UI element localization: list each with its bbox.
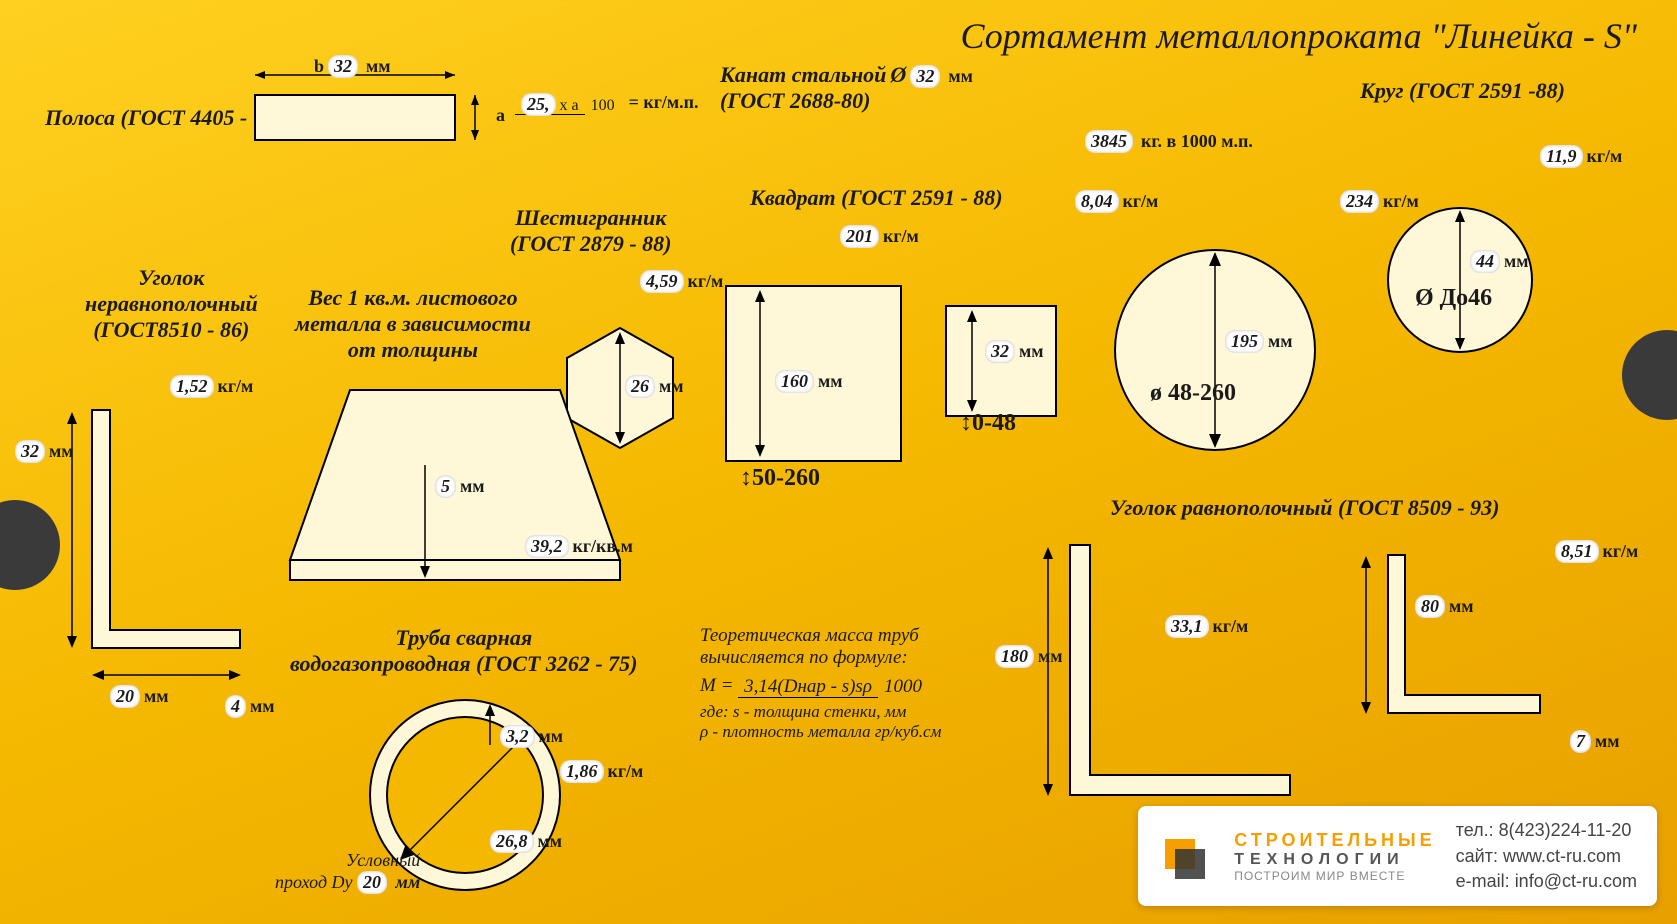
angle-eq-big-h: 180мм	[995, 645, 1063, 668]
sheet-t: 5мм	[435, 475, 485, 498]
square-w1: 8,04кг/м	[1075, 190, 1158, 213]
angle-uneq-shape	[50, 400, 270, 700]
rope-section: Канат стальной Ø 32 мм (ГОСТ 2688-80)	[720, 62, 973, 114]
strip-b: b 32 мм	[310, 55, 391, 78]
round-small-dim: 44мм	[1470, 250, 1529, 273]
square-label: Квадрат (ГОСТ 2591 - 88)	[750, 185, 1003, 211]
hex-w: 4,59кг/м	[640, 270, 723, 293]
angle-uneq-h: 32мм	[15, 440, 74, 463]
strip-label: Полоса (ГОСТ 4405 - 75)	[45, 105, 282, 131]
strip-formula: 25, x a100 = кг/м.п.	[515, 92, 699, 116]
angle-eq-small-shape	[1350, 545, 1560, 745]
angle-uneq-label: Уголок неравнополочный (ГОСТ8510 - 86)	[85, 265, 258, 343]
angle-eq-big-shape	[1030, 535, 1310, 835]
pipe-w: 1,86кг/м	[560, 760, 643, 783]
angle-uneq-b: 20мм	[110, 685, 169, 708]
angle-uneq-t: 4мм	[225, 695, 275, 718]
footer-contacts: тел.: 8(423)224-11-20 сайт: www.ct-ru.co…	[1456, 818, 1637, 894]
hole-right	[1622, 330, 1677, 420]
hex-dim: 26мм	[625, 375, 684, 398]
square-small-range: ↕0-48	[960, 410, 1016, 437]
round-big-dim: 195мм	[1225, 330, 1293, 353]
pipe-label: Труба сварная водогазопроводная (ГОСТ 32…	[290, 625, 638, 677]
pipe-diam: 26,8мм	[490, 830, 562, 853]
angle-eq-label: Уголок равнополочный (ГОСТ 8509 - 93)	[1110, 495, 1499, 521]
mass-formula: Теоретическая масса труб вычисляется по …	[700, 625, 941, 742]
hex-label: Шестигранник (ГОСТ 2879 - 88)	[510, 205, 671, 257]
round-small-circle	[1380, 200, 1540, 360]
logo-icon	[1158, 828, 1214, 884]
pipe-du: Условный проход Dу 20 мм	[275, 850, 420, 894]
strip-a-letter: a	[496, 105, 505, 126]
main-title: Сортамент металлопроката "Линейка - S"	[960, 15, 1637, 57]
rope-weight: 3845 кг. в 1000 м.п.	[1085, 130, 1253, 153]
sheet-w: 39,2кг/кв.м	[525, 535, 633, 558]
angle-uneq-w: 1,52кг/м	[170, 375, 253, 398]
footer-card: СТРОИТЕЛЬНЫЕ ТЕХНОЛОГИИ ПОСТРОИМ МИР ВМЕ…	[1138, 806, 1657, 906]
sheet-label: Вес 1 кв.м. листового металла в зависимо…	[295, 285, 531, 363]
square-big-range: ↕50-260	[740, 465, 820, 492]
round-w1: 11,9кг/м	[1540, 145, 1622, 168]
square-small-dim: 32мм	[985, 340, 1044, 363]
square-w2: 201кг/м	[840, 225, 919, 248]
square-big-dim: 160мм	[775, 370, 843, 393]
round-label: Круг (ГОСТ 2591 -88)	[1360, 78, 1565, 104]
angle-eq-small-w: 8,51кг/м	[1555, 540, 1638, 563]
round-small-range: Ø До46	[1415, 285, 1492, 312]
footer-brand: СТРОИТЕЛЬНЫЕ ТЕХНОЛОГИИ ПОСТРОИМ МИР ВМЕ…	[1234, 830, 1435, 883]
pipe-wall: 3,2мм	[500, 725, 563, 748]
round-big-range: ø 48-260	[1150, 380, 1236, 407]
angle-eq-small-t: 7мм	[1570, 730, 1620, 753]
angle-eq-small-h: 80мм	[1415, 595, 1474, 618]
